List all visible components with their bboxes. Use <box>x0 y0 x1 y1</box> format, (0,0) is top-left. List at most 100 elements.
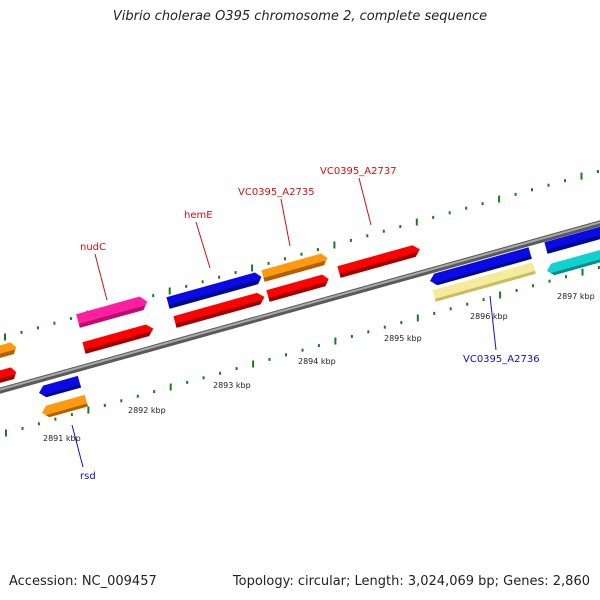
inner-tick-mark <box>383 325 386 329</box>
outer-tick-mark <box>399 225 402 229</box>
inner-tick-mark <box>5 429 7 437</box>
inner-tick-mark <box>169 383 172 391</box>
inner-tick-mark <box>367 330 370 334</box>
outer-tick-mark <box>580 172 583 180</box>
inner-tick-mark <box>186 380 189 384</box>
gene-rsd-blue-bar[interactable] <box>37 375 82 399</box>
accession-text: Accession: NC_009457 <box>9 574 157 589</box>
outer-tick-mark <box>547 183 550 187</box>
inner-tick-mark <box>268 357 271 361</box>
gene-left-edge-forward-bar[interactable] <box>0 341 18 366</box>
gene-VC0395_A2736-bar[interactable] <box>428 247 532 287</box>
gene-red-under-nudC-bar[interactable] <box>82 323 155 354</box>
outer-tick-mark <box>333 241 336 249</box>
inner-tick-mark <box>581 268 584 276</box>
outer-tick-mark <box>201 280 204 284</box>
gene-hemE-bar[interactable] <box>166 271 263 309</box>
gene-label-hemE: hemE <box>184 210 213 221</box>
inner-tick-mark <box>515 288 518 292</box>
gene-red-under-hemE-bar[interactable] <box>173 291 266 328</box>
inner-tick-mark <box>54 417 57 421</box>
outer-tick-mark <box>284 257 286 261</box>
inner-tick-mark <box>21 426 24 430</box>
outer-tick-mark <box>168 287 171 295</box>
outer-tick-mark <box>382 229 385 233</box>
outer-tick-mark <box>481 202 484 206</box>
outer-tick-mark <box>20 330 23 334</box>
inner-tick-mark <box>252 360 255 368</box>
outer-tick-mark <box>366 234 369 238</box>
inner-tick-mark <box>136 394 139 398</box>
gene-label-rsd: rsd <box>80 471 96 482</box>
inner-tick-mark <box>532 284 534 288</box>
inner-tick-mark <box>285 353 287 357</box>
inner-tick-mark <box>202 376 205 380</box>
tick-label-2892: 2892 kbp <box>128 406 166 415</box>
outer-tick-mark <box>432 215 435 219</box>
inner-tick-mark <box>235 367 238 371</box>
inner-tick-mark <box>37 422 40 426</box>
gene-pale-yellow-bar[interactable] <box>432 262 536 302</box>
inner-tick-mark <box>350 334 353 338</box>
tick-label-2895: 2895 kbp <box>384 334 422 343</box>
inner-tick-ring <box>5 266 600 437</box>
outer-tick-mark <box>316 248 319 252</box>
tick-label-2897: 2897 kbp <box>557 292 595 301</box>
inner-tick-mark <box>597 266 600 269</box>
outer-tick-mark <box>36 326 39 330</box>
gene-label-VC0395_A2737: VC0395_A2737 <box>320 166 397 177</box>
tick-label-2896: 2896 kbp <box>470 312 508 321</box>
inner-tick-mark <box>219 371 222 375</box>
outer-tick-mark <box>596 170 599 173</box>
outer-tick-mark <box>415 218 418 226</box>
map-title: Vibrio cholerae O395 chromosome 2, compl… <box>112 9 488 24</box>
outer-tick-mark <box>152 294 155 298</box>
inner-tick-mark <box>70 413 73 417</box>
gene-rsd-bar[interactable] <box>40 394 88 419</box>
gene-red-under-A2735-bar[interactable] <box>266 273 330 302</box>
tick-label-2894: 2894 kbp <box>298 357 336 366</box>
outer-tick-mark <box>514 192 517 196</box>
outer-tick-mark <box>251 264 254 272</box>
inner-tick-mark <box>301 348 304 352</box>
inner-tick-mark <box>466 302 469 306</box>
outer-tick-mark <box>4 333 6 341</box>
gene-VC0395_A2737-bar[interactable] <box>337 244 421 278</box>
inner-tick-mark <box>565 275 567 279</box>
tick-label-2891: 2891 kbp <box>43 434 81 443</box>
outer-tick-mark <box>498 195 501 203</box>
tick-label-2893: 2893 kbp <box>213 381 251 390</box>
outer-tick-mark <box>234 271 237 275</box>
outer-tick-ring <box>4 170 599 341</box>
inner-tick-mark <box>433 311 436 315</box>
inner-tick-mark <box>120 399 123 403</box>
inner-tick-mark <box>103 403 106 407</box>
gene-label-VC0395_A2735: VC0395_A2735 <box>238 187 315 198</box>
gene-far-right-forward-bar[interactable] <box>544 222 600 254</box>
gene-left-edge-red-bar[interactable] <box>0 366 18 391</box>
outer-tick-mark <box>465 206 468 210</box>
inner-tick-mark <box>400 321 403 325</box>
inner-tick-mark <box>87 406 90 414</box>
inner-tick-mark <box>499 291 502 299</box>
inner-tick-mark <box>548 279 551 283</box>
outer-tick-mark <box>53 321 56 325</box>
inner-tick-mark <box>317 344 320 348</box>
outer-tick-mark <box>69 317 72 321</box>
outer-tick-mark <box>267 261 270 265</box>
inner-tick-mark <box>334 337 337 345</box>
outer-tick-mark <box>185 284 188 288</box>
outer-tick-mark <box>531 188 533 192</box>
outer-tick-mark <box>448 211 451 215</box>
inner-tick-mark <box>153 390 156 394</box>
inner-tick-mark <box>416 314 419 322</box>
outer-tick-mark <box>300 252 303 256</box>
outer-tick-mark <box>349 238 352 242</box>
inner-tick-mark <box>449 307 452 311</box>
gene-label-VC0395_A2736: VC0395_A2736 <box>463 354 540 365</box>
gene-label-nudC: nudC <box>80 242 106 253</box>
gene-VC0395_A2735-bar[interactable] <box>261 252 329 282</box>
gene-nudC-bar[interactable] <box>76 295 149 328</box>
inner-tick-mark <box>482 298 485 302</box>
